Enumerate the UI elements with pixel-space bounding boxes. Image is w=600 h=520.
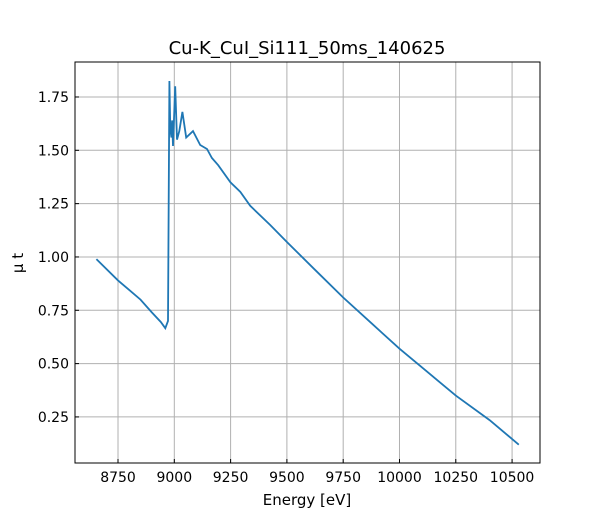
x-tick-label: 10000 — [377, 470, 422, 486]
y-tick-label: 1.75 — [38, 90, 69, 106]
y-tick-label: 0.25 — [38, 410, 69, 426]
x-tick-label: 9250 — [213, 470, 249, 486]
plot-frame — [74, 61, 541, 464]
x-tick-label: 9000 — [156, 470, 192, 486]
ticks: 8750 9000 9250 9500 9750 10000 10250 10500 0.25 0… — [38, 90, 535, 486]
y-tick-label: 1.00 — [38, 250, 69, 266]
grid — [75, 62, 540, 463]
y-tick-label: 1.25 — [38, 197, 69, 213]
x-axis-label: Energy [eV] — [263, 491, 351, 509]
x-tick-label: 9500 — [269, 470, 305, 486]
x-tick-label: 10500 — [490, 470, 535, 486]
y-tick-label: 1.50 — [38, 143, 69, 159]
y-axis-label: μ t — [9, 253, 27, 273]
x-tick-label: 9750 — [325, 470, 361, 486]
x-tick-label: 10250 — [434, 470, 479, 486]
y-tick-label: 0.50 — [38, 357, 69, 373]
y-tick-label: 0.75 — [38, 303, 69, 319]
chart-title: Cu-K_CuI_Si111_50ms_140625 — [169, 38, 446, 59]
x-tick-label: 8750 — [100, 470, 136, 486]
series-line — [95, 80, 520, 446]
